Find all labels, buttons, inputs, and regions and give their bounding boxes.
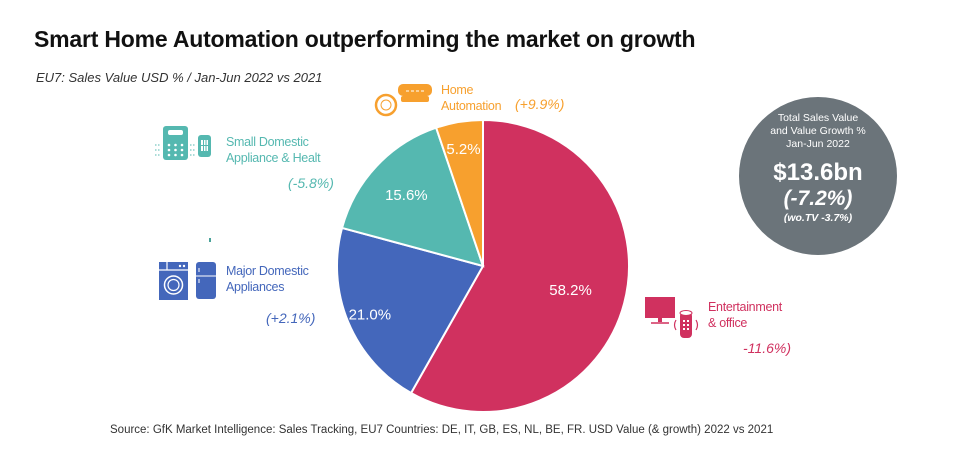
total-badge-head-line3: Jan-Jun 2022 bbox=[786, 138, 850, 150]
label-small-domestic: Small Domestic Appliance & Healt bbox=[226, 134, 321, 166]
smart-thermostat-and-smoke-detector-icon bbox=[374, 84, 432, 117]
label-major-domestic-line2: Appliances bbox=[226, 280, 285, 294]
growth-small-domestic: (-5.8%) bbox=[288, 175, 334, 191]
total-sales-badge: Total Sales Value and Value Growth % Jan… bbox=[739, 97, 897, 255]
label-major-domestic: Major Domestic Appliances bbox=[226, 263, 309, 295]
pie-slice-value-label: 15.6% bbox=[385, 187, 428, 204]
pie-slice-home-automation bbox=[434, 118, 484, 267]
growth-home-automation: (+9.9%) bbox=[515, 96, 565, 112]
stray-mark bbox=[209, 238, 211, 242]
pie-slice-major-domestic-appliances bbox=[336, 226, 485, 395]
chart-title: Smart Home Automation outperforming the … bbox=[34, 26, 696, 52]
label-home-automation: Home Automation bbox=[441, 82, 502, 114]
pie-slice-value-label: 5.2% bbox=[446, 141, 480, 158]
label-entertainment: Entertainment & office bbox=[708, 299, 782, 331]
label-major-domestic-line1: Major Domestic bbox=[226, 264, 309, 278]
label-home-automation-line1: Home bbox=[441, 83, 474, 97]
pie-slice-value-label: 21.0% bbox=[349, 306, 392, 323]
total-sales-value: $13.6bn bbox=[773, 159, 863, 186]
chart-subtitle: EU7: Sales Value USD % / Jan-Jun 2022 vs… bbox=[36, 70, 323, 85]
label-entertainment-line2: & office bbox=[708, 316, 748, 330]
label-small-domestic-line1: Small Domestic bbox=[226, 135, 309, 149]
tv-and-smart-speaker-icon bbox=[645, 297, 699, 338]
label-small-domestic-line2: Appliance & Healt bbox=[226, 151, 321, 165]
total-badge-head-line1: Total Sales Value bbox=[777, 112, 859, 124]
pie-slice-labels: 58.2% 21.0% 15.6% 5.2% bbox=[349, 141, 592, 323]
growth-entertainment: -11.6%) bbox=[743, 340, 791, 356]
total-badge-head-line2: and Value Growth % bbox=[770, 125, 866, 137]
label-home-automation-line2: Automation bbox=[441, 99, 502, 113]
total-badge-heading: Total Sales Value and Value Growth % Jan… bbox=[739, 112, 897, 151]
total-growth: (-7.2%) bbox=[783, 187, 853, 210]
growth-major-domestic: (+2.1%) bbox=[266, 310, 316, 326]
pie-slices bbox=[336, 118, 630, 413]
washing-machine-and-fridge-icon bbox=[159, 262, 216, 300]
air-purifier-and-smartwatch-icon bbox=[155, 126, 211, 160]
label-entertainment-line1: Entertainment bbox=[708, 300, 782, 314]
pie-slice-entertainment-office bbox=[409, 118, 630, 413]
source-note: Source: GfK Market Intelligence: Sales T… bbox=[110, 424, 774, 436]
pie-slice-value-label: 58.2% bbox=[549, 282, 592, 299]
growth-without-tv: (wo.TV -3.7%) bbox=[783, 212, 853, 224]
